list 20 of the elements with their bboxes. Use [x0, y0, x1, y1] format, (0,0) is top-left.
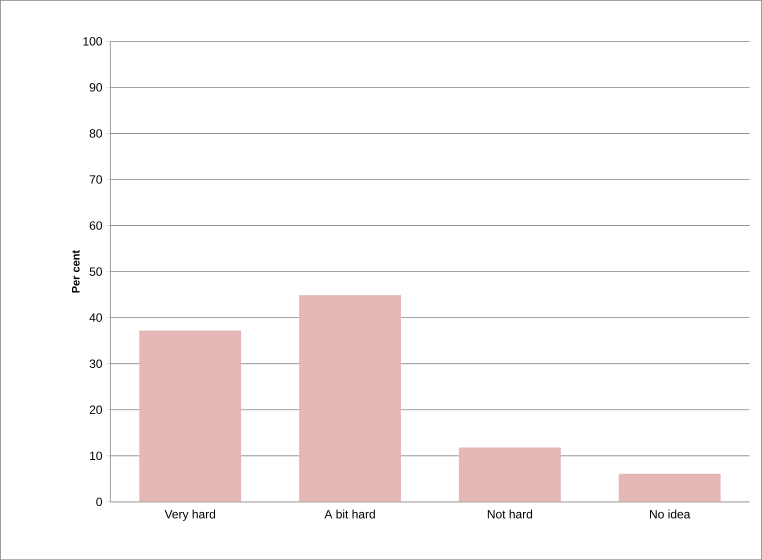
y-tick-label: 100 [83, 37, 102, 46]
bar [458, 447, 561, 502]
bar [299, 295, 401, 502]
y-axis-title: Per cent [72, 250, 80, 292]
y-tick-label: 40 [89, 313, 102, 322]
y-tick-label: 70 [90, 175, 102, 184]
bar [139, 330, 242, 502]
x-tick-label: Not hard [488, 510, 532, 518]
bar [618, 474, 721, 502]
y-tick-label: 30 [90, 359, 102, 368]
y-tick-label: 80 [90, 129, 102, 138]
y-tick-label: 60 [90, 221, 102, 230]
y-tick-label: 50 [90, 267, 102, 276]
y-tick-label: 90 [90, 83, 102, 92]
x-tick-label: Very hard [164, 510, 216, 521]
y-tick-label: 20 [90, 405, 102, 414]
x-tick-label: No idea [650, 510, 690, 518]
y-tick-label: 10 [90, 451, 102, 460]
x-tick-label: A bit hard [324, 510, 375, 518]
y-tick-label: 0 [96, 498, 102, 506]
